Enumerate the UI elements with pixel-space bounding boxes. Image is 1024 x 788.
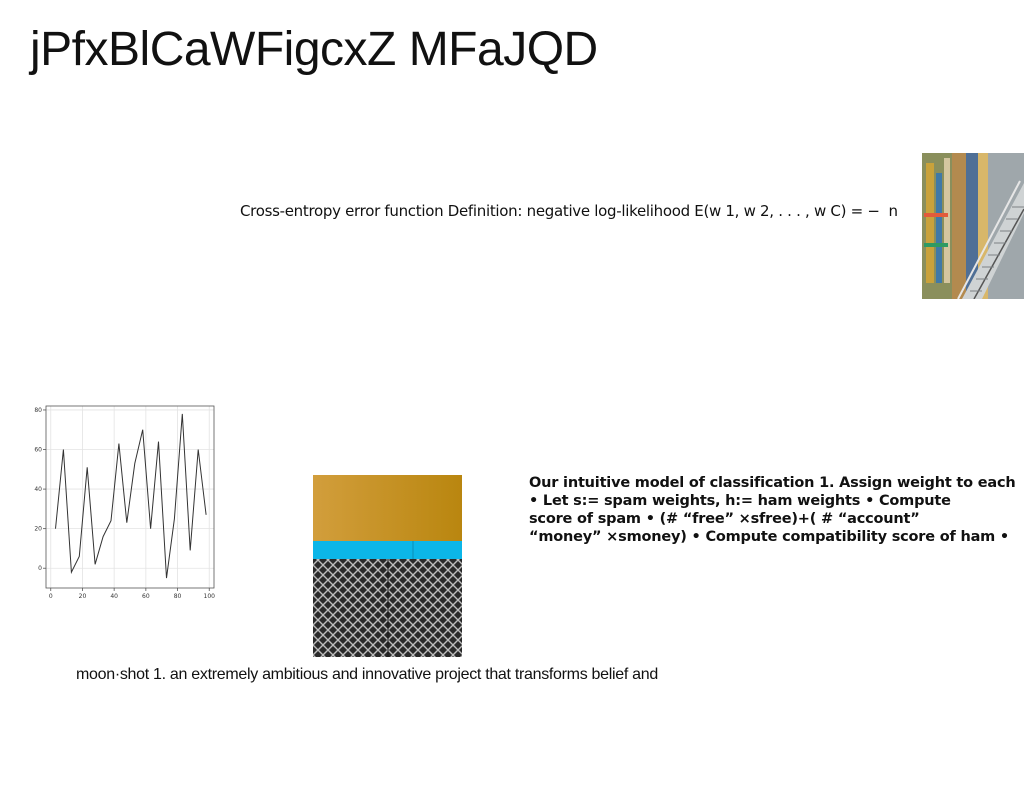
- x-tick-label: 100: [204, 593, 216, 600]
- line-chart: 0 20 40 60 80 100 0 20 40 60 80: [30, 402, 220, 602]
- x-tick-label: 40: [110, 593, 118, 600]
- y-tick-label: 20: [34, 526, 42, 533]
- series-line: [55, 413, 207, 579]
- classification-text: Our intuitive model of classification 1.…: [529, 475, 1016, 545]
- page-title: jPfxBlCaWFigcxZ MFaJQD: [30, 23, 598, 76]
- x-tick-label: 0: [49, 593, 53, 600]
- staircase-photo: [922, 153, 1024, 299]
- y-tick-label: 0: [38, 565, 42, 572]
- staircase-photo-image: [922, 153, 1024, 299]
- y-tick-label: 60: [34, 447, 42, 454]
- cross-entropy-text: Cross-entropy error function Definition:…: [240, 202, 903, 220]
- line-chart-svg: 0 20 40 60 80 100 0 20 40 60 80: [34, 405, 216, 600]
- pattern-thumbnail: [313, 475, 462, 657]
- x-tick-label: 60: [142, 593, 150, 600]
- pattern-thumbnail-image: [313, 475, 462, 657]
- y-tick-label: 80: [34, 407, 42, 414]
- moonshot-definition: moon·shot 1. an extremely ambitious and …: [76, 666, 658, 683]
- x-tick-label: 20: [79, 593, 87, 600]
- y-tick-label: 40: [34, 486, 42, 493]
- x-tick-label: 80: [174, 593, 182, 600]
- plot-frame: [45, 405, 215, 589]
